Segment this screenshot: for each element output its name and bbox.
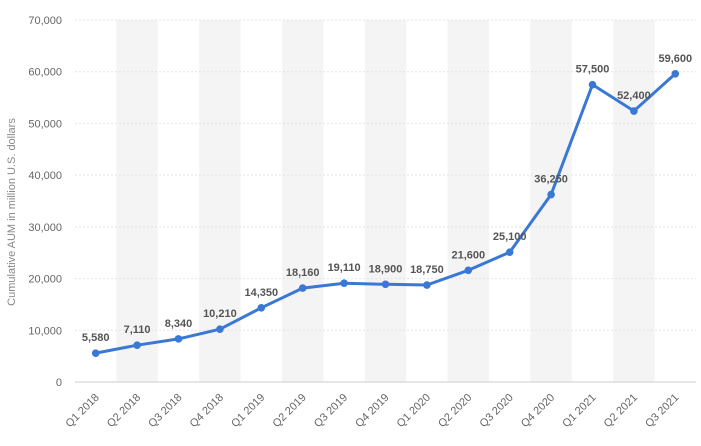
data-label: 21,600 — [451, 249, 485, 261]
data-point[interactable] — [381, 280, 390, 289]
data-point[interactable] — [505, 248, 514, 256]
x-tick-label: Q1 2021 — [560, 392, 598, 430]
data-label: 25,100 — [493, 231, 527, 243]
y-tick-label: 0 — [56, 377, 62, 389]
x-tick-label: Q4 2018 — [188, 392, 226, 430]
data-point[interactable] — [133, 341, 141, 350]
data-point[interactable] — [216, 325, 224, 333]
y-tick-label: 10,000 — [28, 325, 62, 337]
x-tick-label: Q3 2019 — [312, 392, 350, 430]
x-tick-label: Q1 2018 — [63, 392, 101, 430]
x-tick-label: Q4 2020 — [519, 392, 557, 430]
column-band — [116, 20, 158, 382]
data-label: 18,750 — [410, 264, 444, 276]
data-label: 7,110 — [124, 324, 151, 336]
x-tick-label: Q2 2018 — [105, 392, 143, 430]
data-label: 57,500 — [576, 64, 610, 76]
data-point[interactable] — [671, 69, 680, 78]
y-tick-label: 60,000 — [28, 67, 62, 79]
x-tick-label: Q3 2020 — [477, 392, 515, 430]
column-bands — [116, 20, 655, 382]
y-axis-title: Cumulative AUM in million U.S. dollars — [6, 118, 18, 306]
column-band — [282, 20, 324, 382]
data-label: 18,160 — [286, 267, 320, 279]
gridlines — [75, 19, 696, 383]
data-label: 19,110 — [328, 262, 361, 274]
data-point[interactable] — [340, 279, 348, 287]
data-label: 14,350 — [244, 287, 278, 299]
data-label: 52,400 — [617, 90, 651, 102]
column-band — [364, 20, 407, 382]
data-point[interactable] — [464, 266, 473, 275]
data-label: 36,250 — [534, 174, 568, 186]
x-tick-label: Q2 2019 — [270, 392, 308, 430]
x-tick-label: Q4 2019 — [353, 392, 391, 430]
column-band — [447, 20, 489, 382]
data-point[interactable] — [91, 349, 100, 357]
data-label: 5,580 — [82, 332, 110, 344]
data-point[interactable] — [298, 284, 307, 292]
data-label: 10,210 — [203, 308, 237, 320]
x-tick-label: Q1 2020 — [395, 392, 433, 430]
data-point[interactable] — [257, 303, 266, 312]
x-axis-ticks: Q1 2018 Q2 2018 Q3 2018 Q4 2018 Q1 2019 Q2 20… — [63, 392, 681, 430]
data-point[interactable] — [588, 80, 597, 89]
data-point[interactable] — [547, 190, 555, 199]
y-tick-label: 30,000 — [28, 222, 62, 234]
y-axis-ticks: 0 10,000 20,000 30,000 40,000 50,000 60,000 70,… — [28, 15, 62, 389]
y-tick-label: 50,000 — [28, 118, 62, 130]
x-tick-label: Q2 2020 — [436, 392, 474, 430]
y-tick-label: 20,000 — [28, 274, 62, 286]
y-tick-label: 40,000 — [28, 170, 62, 182]
data-point[interactable] — [630, 107, 638, 115]
x-tick-label: Q1 2019 — [229, 392, 267, 430]
data-point[interactable] — [174, 335, 183, 343]
data-labels: 5,580 7,110 8,340 10,210 14,350 18,160 19,110 1… — [82, 53, 692, 344]
data-label: 18,900 — [369, 263, 403, 275]
data-label: 8,340 — [165, 318, 193, 330]
x-tick-label: Q2 2021 — [602, 392, 640, 430]
column-band — [530, 20, 572, 382]
column-band — [613, 20, 655, 382]
x-tick-label: Q3 2018 — [146, 392, 184, 430]
data-label: 59,600 — [658, 53, 692, 65]
x-tick-label: Q3 2021 — [643, 392, 681, 430]
data-points — [91, 69, 680, 357]
y-tick-label: 70,000 — [28, 15, 62, 27]
data-point[interactable] — [423, 281, 431, 289]
